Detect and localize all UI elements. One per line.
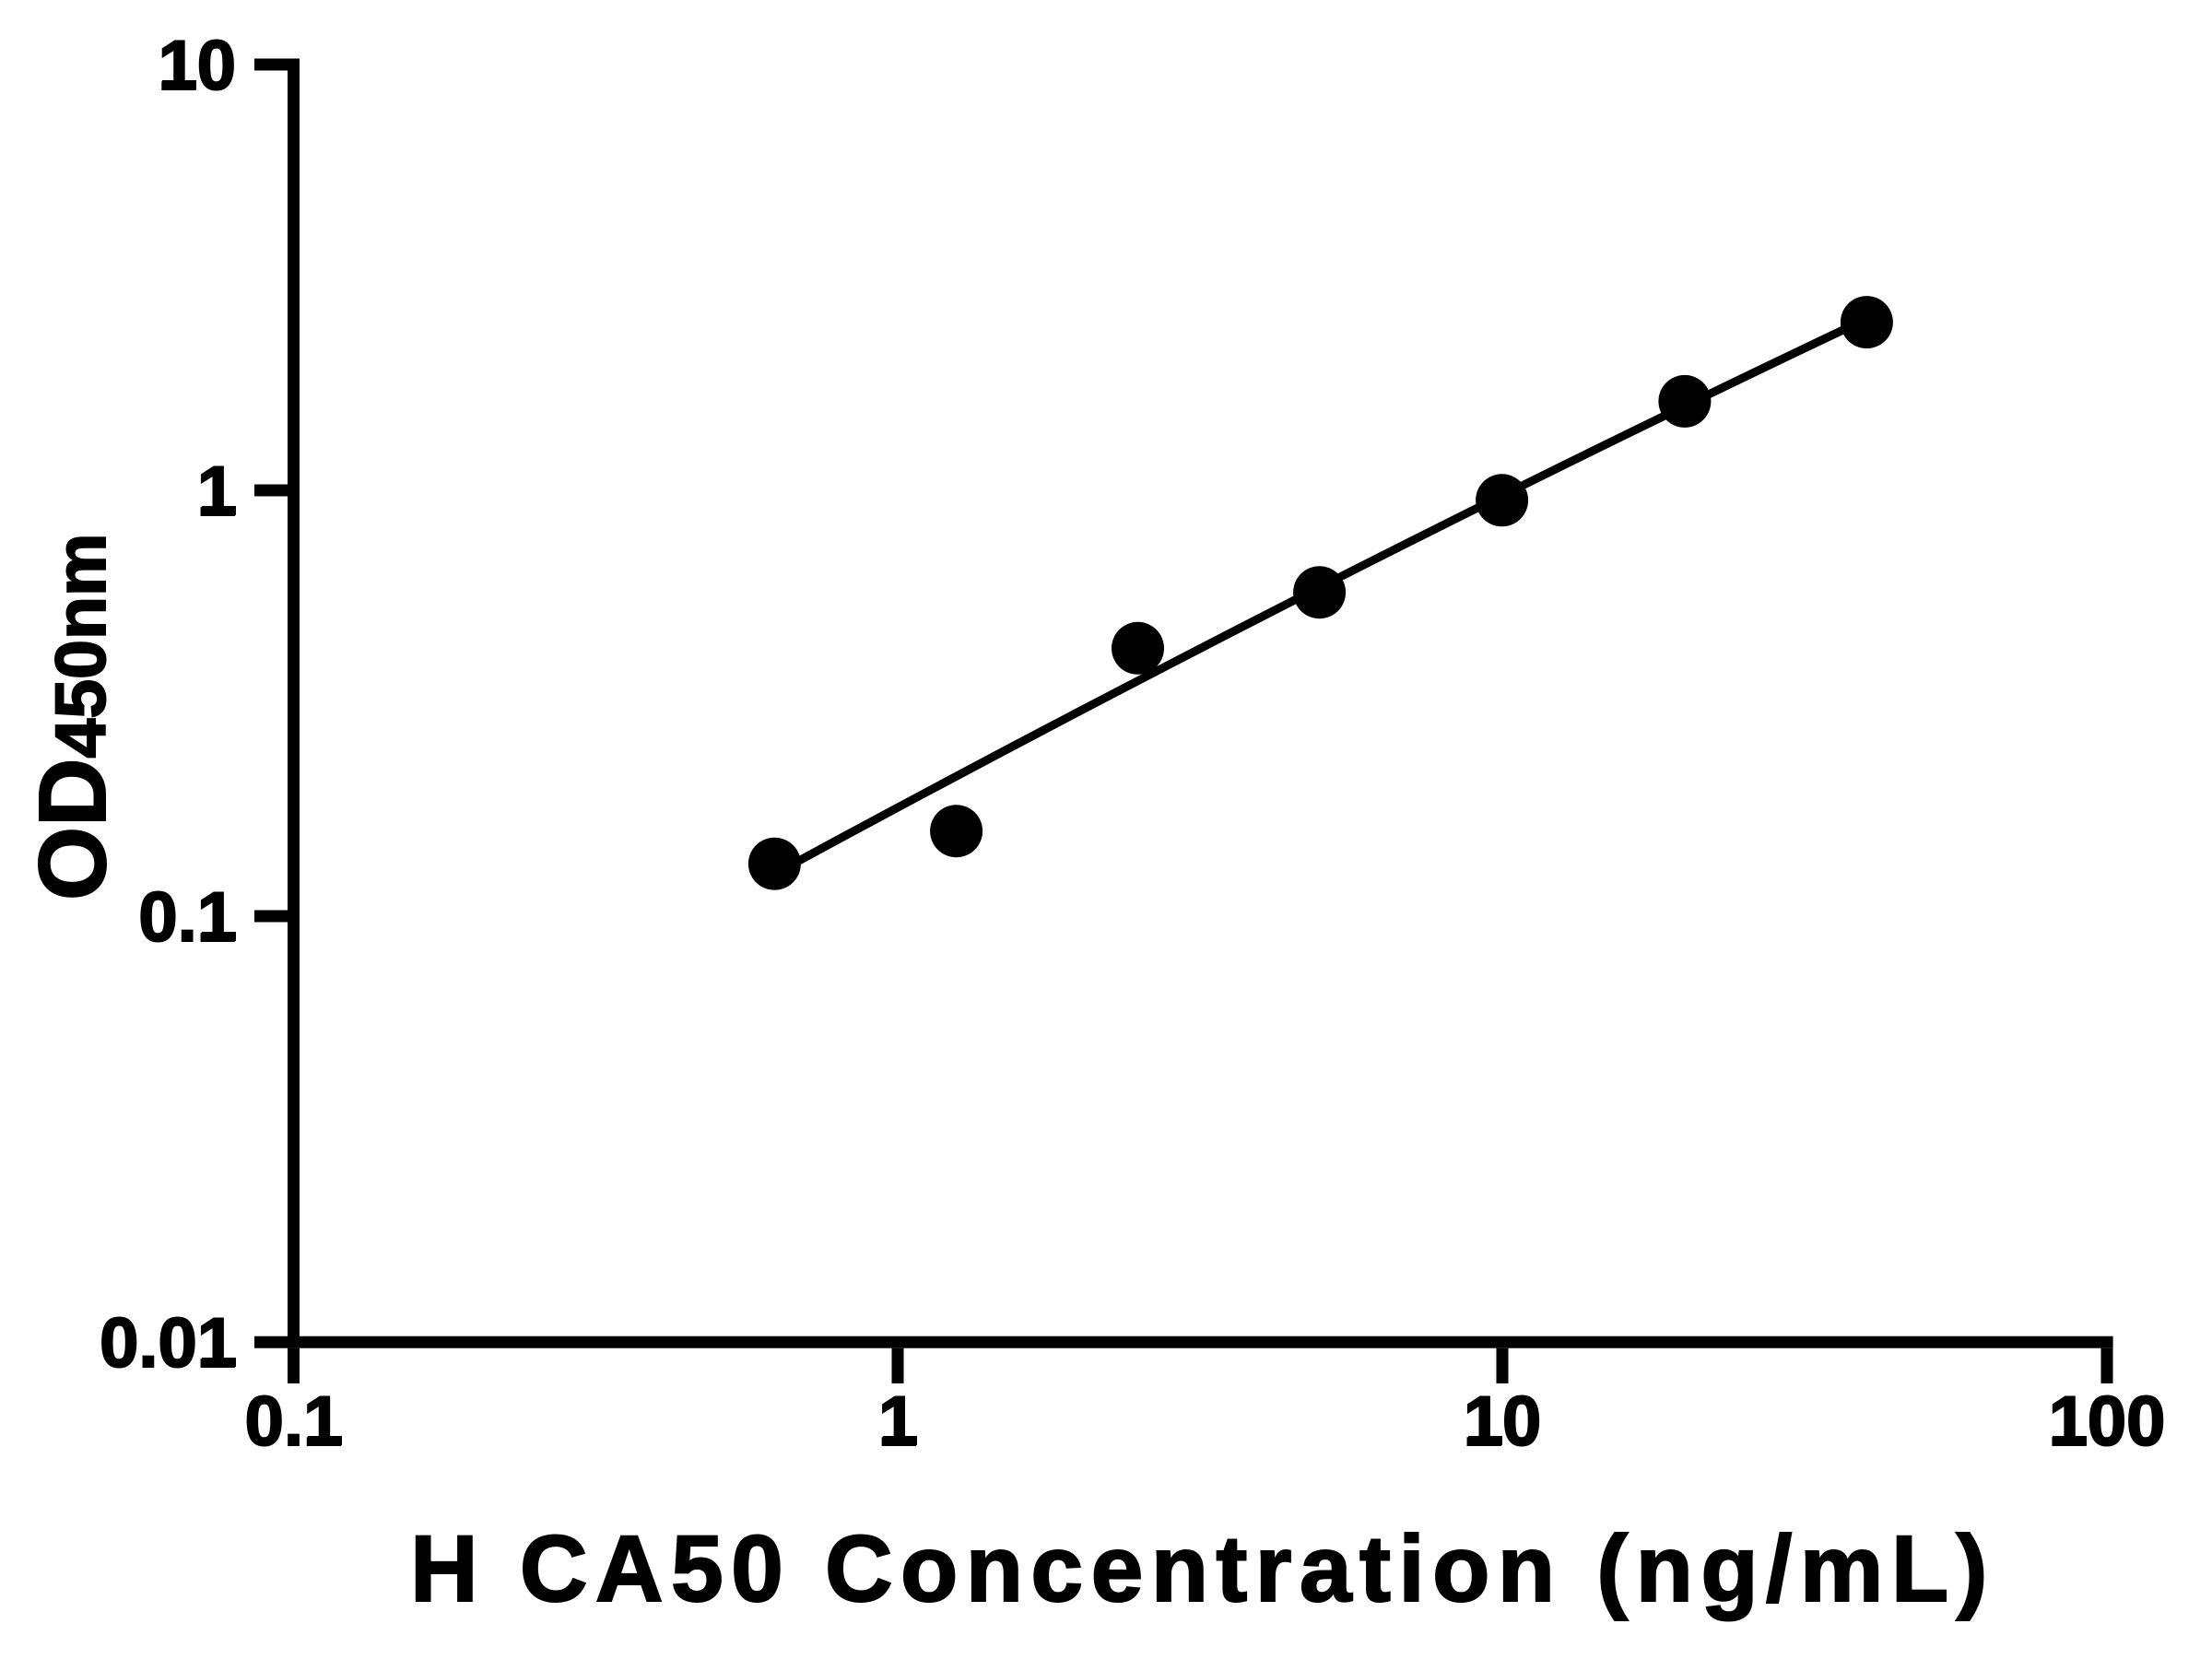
svg-text:0.1: 0.1: [138, 878, 236, 957]
svg-text:10: 10: [1464, 1382, 1542, 1461]
svg-text:0.01: 0.01: [100, 1304, 236, 1382]
svg-text:1: 1: [197, 453, 236, 531]
svg-text:100: 100: [2049, 1382, 2166, 1461]
svg-text:1: 1: [878, 1382, 917, 1461]
svg-text:0.1: 0.1: [245, 1382, 343, 1461]
svg-text:H CA50 Concentration (ng/mL): H CA50 Concentration (ng/mL): [410, 1516, 1995, 1621]
svg-text:10: 10: [158, 27, 236, 105]
